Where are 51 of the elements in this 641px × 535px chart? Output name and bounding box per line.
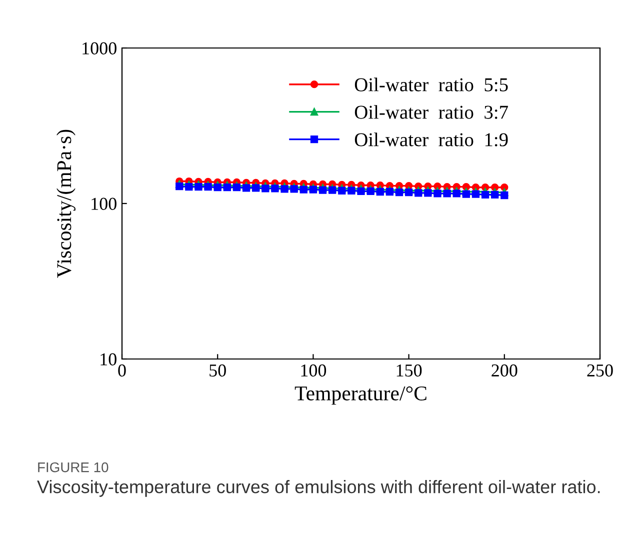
point (271, 184, 279, 192)
y-tick-label: 1000 (82, 42, 116, 54)
point (348, 186, 356, 194)
point (491, 190, 499, 198)
point (318, 186, 327, 194)
point (185, 183, 193, 191)
point (262, 184, 270, 192)
point (176, 182, 184, 190)
point (309, 186, 318, 194)
x-tick-label: 100 (301, 364, 326, 377)
point (338, 186, 346, 194)
point (472, 190, 480, 198)
point (434, 190, 442, 198)
point (204, 183, 212, 191)
x-axis-title: Temperature/°C (294, 386, 426, 405)
point (404, 188, 413, 196)
point (443, 190, 451, 198)
point (328, 186, 336, 194)
y-axis-title: Viscosity/(mPa·s) (56, 130, 76, 278)
point (481, 190, 490, 198)
point (414, 189, 422, 197)
point (376, 188, 384, 196)
point (386, 188, 394, 196)
x-tick-label: 250 (587, 364, 613, 377)
point (462, 190, 470, 198)
point (395, 188, 404, 196)
point (452, 190, 460, 198)
point (357, 187, 365, 196)
point (214, 184, 222, 192)
x-tick-label: 0 (118, 364, 126, 377)
point (424, 189, 432, 197)
x-tick-label: 50 (210, 364, 226, 377)
text: Viscosity-temperature curves of emulsions with different oil-water ratio. (37, 480, 600, 497)
point (290, 185, 298, 193)
x-tick-label: 200 (492, 364, 518, 377)
point (232, 184, 241, 192)
point (300, 186, 308, 194)
legend-label: Oil-water ratio 5:5 (354, 78, 508, 92)
point (366, 187, 374, 196)
y-tick-label: 100 (92, 198, 116, 210)
point (252, 184, 260, 192)
point (500, 191, 508, 200)
y-tick-label: 10 (100, 353, 116, 366)
point (194, 183, 202, 191)
point (280, 185, 288, 193)
legend-label: Oil-water ratio 3:7 (354, 105, 508, 119)
caption: FIGURE 10 (38, 462, 108, 472)
point (223, 184, 231, 192)
point (242, 184, 250, 192)
x-tick-label: 150 (396, 364, 422, 377)
legend-label: Oil-water ratio 1:9 (354, 132, 508, 146)
